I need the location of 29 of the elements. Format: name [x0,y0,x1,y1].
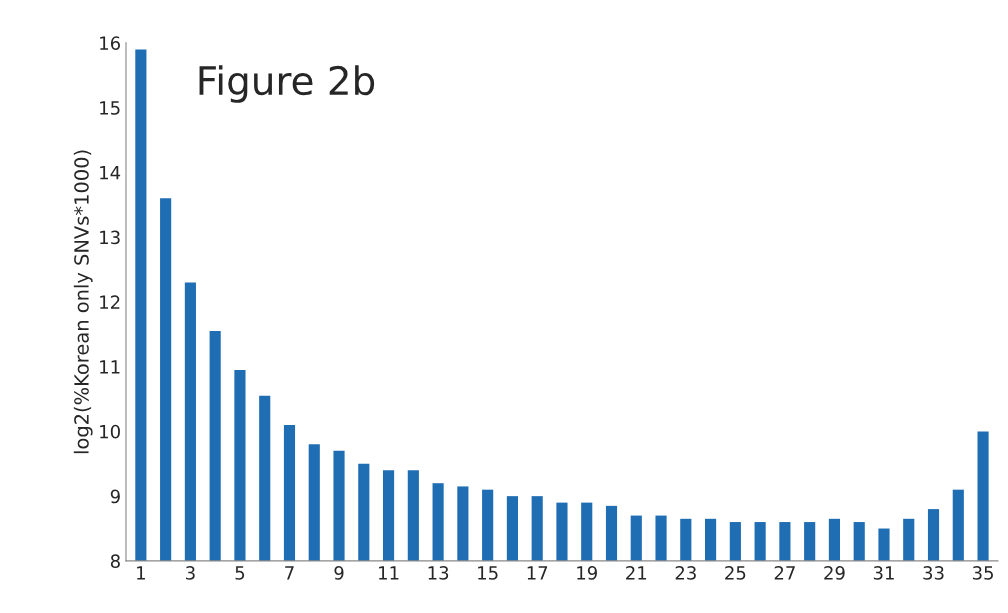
y-axis-title: log2(%Korean only SNVs*1000) [73,150,93,454]
x-tick-label: 21 [626,566,647,580]
x-tick-label: 3 [186,566,195,580]
y-tick-label: 10 [100,424,120,439]
y-tick-label: 11 [100,360,120,374]
y-tick-label: 8 [110,554,120,569]
x-tick-label: 1 [137,566,145,580]
x-tick-label: 19 [577,566,597,580]
y-tick-label: 13 [100,230,120,245]
x-tick-label: 23 [675,566,696,580]
x-tick-label: 5 [235,566,245,580]
y-tick-label: 14 [100,166,121,180]
x-tick-label: 7 [285,566,294,580]
x-tick-label: 27 [774,566,795,580]
x-tick-label: 13 [428,566,449,580]
x-tick-label: 35 [972,566,993,580]
x-tick-label: 31 [873,566,894,580]
x-tick-label: 25 [725,566,746,580]
x-tick-label: 29 [824,566,845,580]
x-tick-label: 33 [923,566,944,580]
x-tick-label: 9 [334,566,344,580]
x-tick-label: 11 [379,566,399,580]
x-tick-label: 15 [478,566,498,580]
text: Figure 2b [199,65,375,103]
x-tick-label: 17 [527,566,548,580]
y-tick-label: 9 [110,489,120,504]
y-tick-label: 15 [100,101,120,115]
y-tick-label: 12 [100,295,120,309]
y-tick-label: 16 [100,36,120,51]
